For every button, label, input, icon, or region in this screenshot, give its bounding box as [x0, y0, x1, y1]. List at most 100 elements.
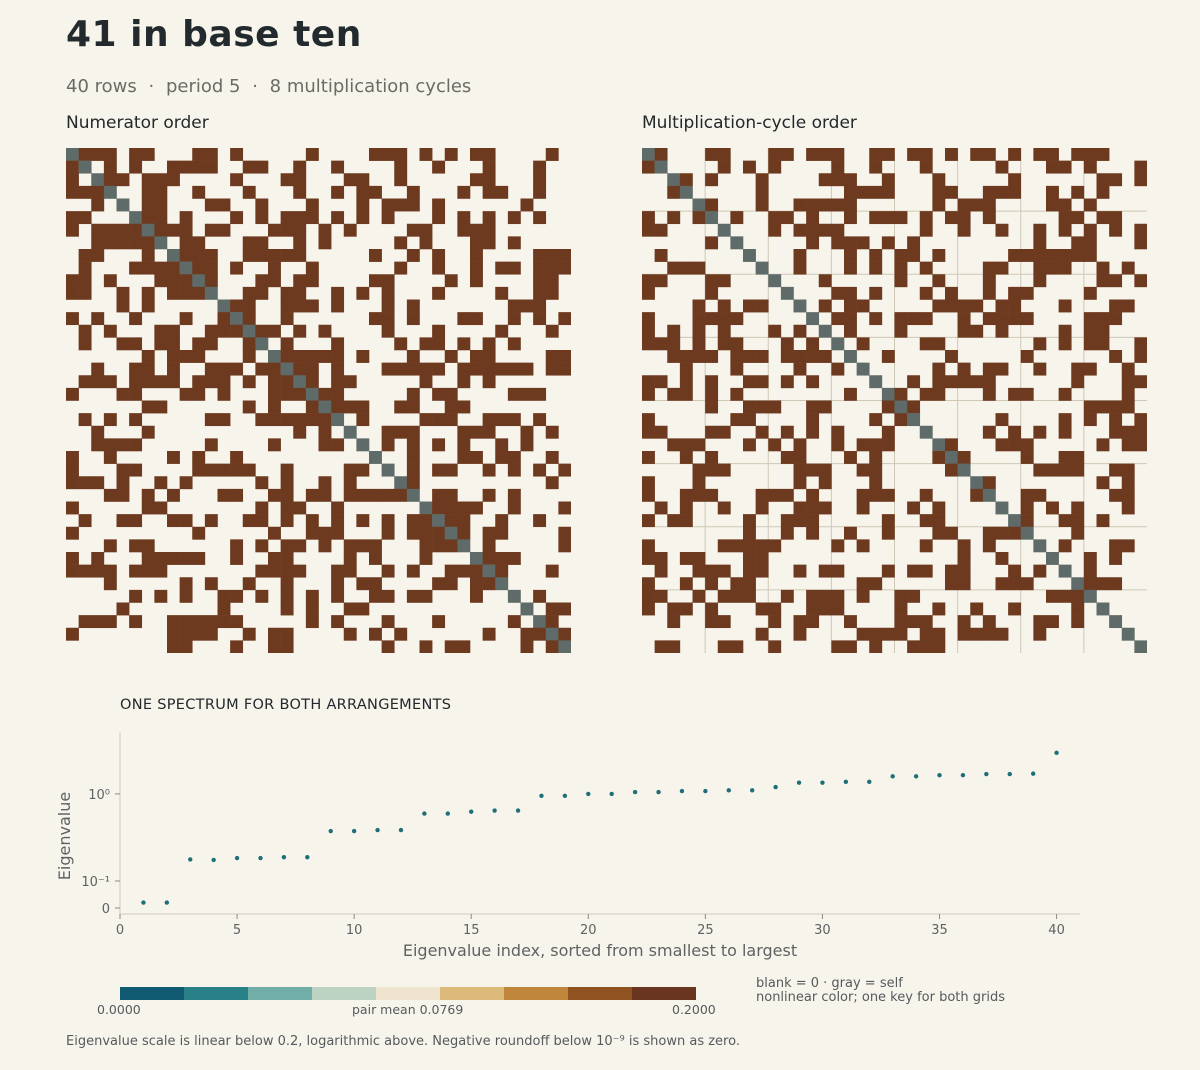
self-cell: [78, 160, 92, 174]
filled-cell: [394, 261, 408, 275]
filled-cell: [141, 198, 155, 212]
filled-cell: [780, 211, 794, 225]
filled-cell: [1033, 463, 1047, 477]
filled-cell: [1046, 249, 1059, 262]
self-cell: [705, 211, 719, 225]
filled-cell: [66, 274, 79, 288]
filled-cell: [141, 425, 155, 439]
filled-cell: [217, 312, 231, 326]
filled-cell: [280, 589, 294, 603]
filled-cell: [343, 375, 357, 389]
filled-cell: [242, 312, 256, 326]
filled-cell: [255, 564, 269, 578]
filled-cell: [730, 589, 744, 603]
colorbar-swatches: [120, 987, 697, 1000]
filled-cell: [881, 564, 895, 578]
filled-cell: [705, 425, 719, 439]
filled-cell: [91, 375, 105, 389]
filled-cell: [141, 400, 155, 414]
filled-cell: [356, 577, 370, 591]
filled-cell: [470, 173, 483, 187]
filled-cell: [356, 198, 370, 212]
filled-cell: [495, 526, 509, 540]
filled-cell: [204, 223, 218, 237]
filled-cell: [793, 362, 807, 376]
filled-cell: [982, 539, 996, 553]
filled-cell: [457, 425, 471, 439]
filled-cell: [995, 362, 1009, 376]
filled-cell: [192, 350, 206, 363]
filled-cell: [894, 324, 908, 338]
filled-cell: [305, 488, 319, 502]
filled-cell: [78, 274, 92, 288]
filled-cell: [103, 375, 117, 389]
filled-cell: [780, 451, 794, 464]
filled-cell: [1020, 577, 1034, 591]
filled-cell: [844, 615, 857, 629]
filled-cell: [730, 539, 744, 553]
filled-cell: [268, 438, 281, 452]
filled-cell: [558, 249, 571, 262]
filled-cell: [381, 488, 395, 502]
filled-cell: [179, 387, 193, 401]
filled-cell: [667, 350, 681, 363]
filled-cell: [204, 463, 218, 477]
filled-cell: [705, 236, 719, 250]
filled-cell: [667, 337, 681, 351]
filled-cell: [419, 413, 433, 427]
filled-cell: [444, 514, 458, 528]
eigenvalue-point: [281, 855, 287, 860]
filled-cell: [230, 324, 244, 338]
filled-cell: [768, 488, 782, 502]
filled-cell: [667, 438, 681, 452]
filled-cell: [1121, 387, 1135, 401]
filled-cell: [768, 148, 782, 161]
filled-cell: [717, 160, 731, 174]
filled-cell: [717, 274, 731, 288]
filled-cell: [507, 299, 521, 313]
filled-cell: [755, 564, 769, 578]
filled-cell: [907, 375, 921, 389]
filled-cell: [831, 198, 845, 212]
filled-cell: [242, 160, 256, 174]
filled-cell: [66, 286, 79, 300]
filled-cell: [280, 463, 294, 477]
filled-cell: [679, 350, 693, 363]
filled-cell: [280, 286, 294, 300]
filled-cell: [331, 350, 345, 363]
filled-cell: [507, 211, 521, 225]
filled-cell: [881, 350, 895, 363]
filled-cell: [730, 577, 744, 591]
filled-cell: [179, 615, 193, 629]
filled-cell: [394, 400, 408, 414]
filled-cell: [406, 425, 420, 439]
filled-cell: [654, 564, 668, 578]
filled-cell: [91, 312, 105, 326]
filled-cell: [179, 223, 193, 237]
filled-cell: [381, 286, 395, 300]
filled-cell: [394, 337, 408, 351]
filled-cell: [154, 223, 168, 237]
filled-cell: [457, 337, 471, 351]
filled-cell: [318, 539, 332, 553]
filled-cell: [255, 589, 269, 603]
filled-cell: [381, 589, 395, 603]
filled-cell: [545, 564, 559, 578]
filled-cell: [507, 261, 521, 275]
filled-cell: [533, 463, 547, 477]
filled-cell: [293, 223, 307, 237]
filled-cell: [141, 362, 155, 376]
self-cell: [831, 337, 845, 351]
filled-cell: [1134, 375, 1147, 389]
filled-cell: [192, 526, 206, 540]
filled-cell: [255, 286, 269, 300]
filled-cell: [356, 173, 370, 187]
filled-cell: [743, 299, 756, 313]
filled-cell: [1033, 615, 1047, 629]
filled-cell: [545, 602, 559, 616]
filled-cell: [406, 451, 420, 464]
filled-cell: [268, 400, 281, 414]
filled-cell: [129, 463, 143, 477]
subtitle-period: period 5: [165, 76, 241, 97]
filled-cell: [793, 261, 807, 275]
